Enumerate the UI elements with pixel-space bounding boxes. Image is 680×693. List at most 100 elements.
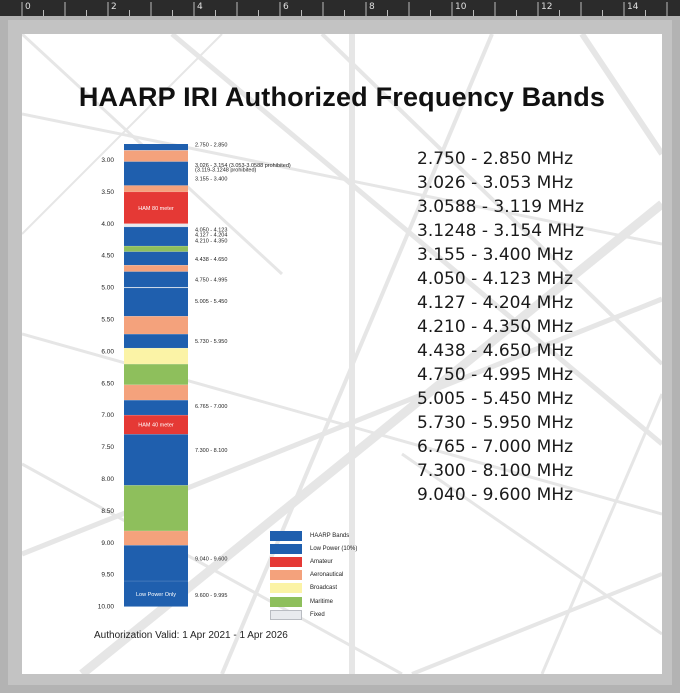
band-range-label: 3.155 - 3.400 [195,176,227,182]
legend-label: Amateur [310,558,333,565]
band-segment [124,485,188,531]
band-range-label: 4.127 - 4.204 [195,233,227,239]
band-segment [124,246,188,252]
band-segment [124,434,188,486]
band-segment [124,316,188,335]
legend-item: Maritime [270,595,357,608]
band-segment [124,287,188,289]
ruler-number: 0 [25,2,31,12]
frequency-item: 6.765 - 7.000 MHz [417,437,574,457]
y-tick-label: 7.00 [101,412,114,419]
band-segment [124,415,188,435]
frequency-item: 3.026 - 3.053 MHz [417,173,574,193]
legend-item: Broadcast [270,582,357,595]
band-segment [124,287,188,317]
ruler-number: 4 [197,2,203,12]
band-range-label: 4.050 - 4.123 [195,227,227,233]
legend-label: Aeronautical [310,572,344,579]
y-tick-label: 3.50 [101,189,114,196]
band-range-label: 7.300 - 8.100 [195,448,227,454]
frequency-band-chart: HAM 80 meter HAM 40 meter Low Power Only 3.… [98,143,291,611]
frequency-list: 2.750 - 2.850 MHz 3.026 - 3.053 MHz 3.0588… [417,147,584,507]
page-title: HAARP IRI Authorized Frequency Bands [78,82,606,112]
frequency-item: 5.005 - 5.450 MHz [417,389,574,409]
chart-legend: HAARP Bands Low Power (10%) Amateur Aeronau… [270,529,357,621]
band-range-label: 5.005 - 5.450 [195,299,227,305]
band-range-label: 4.438 - 4.650 [195,257,227,263]
band-segment [124,400,188,416]
band-segment [124,545,188,582]
y-tick-label: 4.50 [101,253,114,260]
legend-swatch [270,556,302,567]
frequency-item: 4.750 - 4.995 MHz [417,365,574,385]
legend-swatch [270,543,302,554]
ruler: 0 2 4 6 8 10 12 14 [0,0,680,16]
y-tick-label: 5.00 [101,285,114,292]
ruler-number: 2 [111,2,117,12]
legend-item: Aeronautical [270,569,357,582]
legend-label: HAARP Bands [310,532,350,539]
band-range-label: 9.600 - 9.995 [195,593,227,599]
band-range-label: 9.040 - 9.600 [195,557,227,563]
frequency-item: 3.155 - 3.400 MHz [417,245,574,265]
band-segment [124,191,188,224]
y-tick-label: 7.50 [101,444,114,451]
band-segment [124,530,188,546]
ruler-number: 10 [455,2,467,12]
legend-label: Maritime [310,598,334,605]
legend-item: Low Power (10%) [270,542,357,555]
band-range-label: (3.119-3.1248 prohibited) [195,168,257,174]
legend-swatch [270,530,302,541]
band-segment [124,271,188,288]
legend-swatch [270,596,302,607]
band-range-label: 2.750 - 2.850 [195,143,227,149]
y-tick-label: 9.50 [101,572,114,579]
ruler-ticks [21,2,668,16]
band-inner-label: HAM 40 meter [138,423,174,429]
y-tick-label: 5.50 [101,316,114,323]
band-segment [124,223,188,227]
y-tick-label: 10.00 [98,604,115,611]
y-tick-label: 4.00 [101,221,114,228]
legend-swatch [270,583,302,594]
legend-item: Amateur [270,555,357,568]
band-range-label: 3.026 - 3.154 (3.053-3.0588 prohibited) [195,163,291,169]
band-segment [124,185,188,192]
band-inner-label: HAM 80 meter [138,206,174,212]
y-tick-label: 8.00 [101,476,114,483]
y-tick-label: 8.50 [101,508,114,515]
ruler-number: 6 [283,2,289,12]
band-range-label: 6.765 - 7.000 [195,404,227,410]
y-tick-label: 6.00 [101,348,114,355]
legend-swatch [270,609,302,620]
ruler-number: 12 [541,2,553,12]
legend-label: Low Power (10%) [310,545,358,552]
y-tick-label: 3.00 [101,157,114,164]
frequency-item: 2.750 - 2.850 MHz [417,149,574,169]
band-segment [124,348,188,365]
frequency-item: 3.0588 - 3.119 MHz [417,197,584,217]
band-segment [124,334,188,349]
band-range-label: 4.210 - 4.350 [195,238,227,244]
legend-label: Broadcast [310,585,338,592]
band-segment [124,581,188,607]
band-inner-label: Low Power Only [136,592,176,598]
band-segment [124,251,188,266]
frequency-item: 3.1248 - 3.154 MHz [417,221,584,241]
ruler-number: 8 [369,2,375,12]
document-page: HAARP IRI Authorized Frequency Bands HAM… [22,34,662,674]
ruler-number: 14 [627,2,639,12]
band-segment [124,364,188,385]
band-segment [124,384,188,401]
frequency-item: 9.040 - 9.600 MHz [417,485,574,505]
legend-item: Fixed [270,608,357,621]
authorization-text: Authorization Valid: 1 Apr 2021 - 1 Apr … [94,630,288,641]
legend-swatch [270,570,302,581]
band-segment [124,150,188,162]
legend-item: HAARP Bands [270,529,357,542]
frequency-item: 7.300 - 8.100 MHz [417,461,574,481]
frequency-item: 4.050 - 4.123 MHz [417,269,574,289]
band-segment [124,161,188,186]
frequency-item: 4.438 - 4.650 MHz [417,341,574,361]
band-segment [124,144,188,151]
